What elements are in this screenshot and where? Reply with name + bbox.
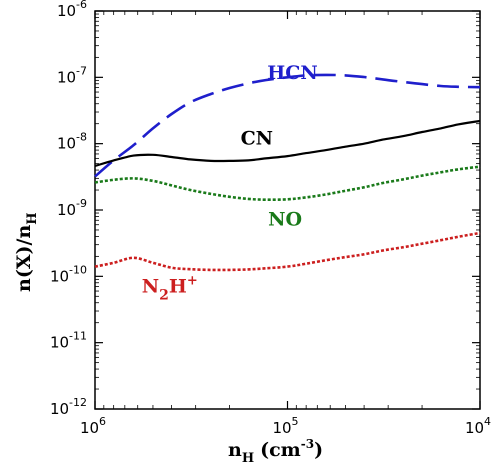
- y-axis-label-base: n(X)/n: [13, 225, 35, 292]
- y-axis-label-sub: H: [25, 212, 40, 224]
- series-label-sub: 2: [159, 288, 169, 304]
- y-tick-label-exp: -9: [76, 197, 87, 210]
- x-tick-label-exp: 5: [292, 415, 299, 428]
- x-axis-label-units: (cm: [260, 439, 301, 461]
- series-line-n2h: [94, 231, 481, 272]
- y-tick-label-base: 10: [50, 267, 69, 285]
- y-tick-label: 10-9: [57, 197, 87, 219]
- y-tick-label-exp: -6: [76, 0, 87, 11]
- series-labels: HCN CN NO N2H+: [142, 62, 318, 304]
- y-tick-label: 10-10: [50, 263, 87, 285]
- series-line-cn: [94, 119, 481, 168]
- y-tick-label-base: 10: [50, 334, 69, 352]
- y-tick-label-exp: -12: [69, 396, 87, 409]
- y-tick-label: 10-11: [50, 330, 87, 352]
- x-tick-label-base: 10: [465, 419, 484, 437]
- series-line-no: [94, 165, 481, 202]
- series-line-hcn: [94, 73, 481, 178]
- x-tick-label-base: 10: [80, 419, 99, 437]
- y-tick-label-exp: -8: [76, 131, 87, 144]
- axis-ticks: [94, 10, 481, 410]
- x-axis-label-units-close: ): [314, 439, 323, 461]
- x-tick-label: 106: [80, 415, 106, 437]
- x-axis-label-base: n: [228, 439, 242, 461]
- series-label-mid: H: [169, 276, 187, 298]
- y-tick-label: 10-8: [57, 131, 87, 153]
- series-label-sup: +: [187, 274, 198, 289]
- series-lines: [94, 73, 481, 272]
- y-tick-label-exp: -7: [76, 64, 87, 77]
- series-label-no: NO: [268, 208, 302, 230]
- series-label-hcn: HCN: [267, 62, 317, 84]
- x-tick-label: 104: [465, 415, 491, 437]
- x-axis-label-sub: H: [242, 451, 254, 466]
- series-label-text: HCN: [267, 62, 317, 84]
- series-label-n2h: N2H+: [142, 274, 198, 304]
- series-label-text: N: [142, 276, 159, 298]
- x-tick-label: 105: [272, 415, 298, 437]
- y-tick-label-exp: -11: [69, 330, 87, 343]
- y-tick-label-base: 10: [57, 68, 76, 86]
- y-tick-label-base: 10: [57, 135, 76, 153]
- y-tick-label: 10-7: [57, 64, 87, 86]
- y-tick-label: 10-12: [50, 396, 87, 418]
- series-label-text: CN: [241, 127, 274, 149]
- x-tick-label-base: 10: [272, 419, 291, 437]
- y-tick-label-exp: -10: [69, 263, 87, 276]
- y-tick-label-base: 10: [57, 201, 76, 219]
- series-label-text: NO: [268, 208, 302, 230]
- y-axis-label: n(X)/nH: [13, 212, 40, 292]
- y-tick-label-base: 10: [50, 400, 69, 418]
- series-label-cn: CN: [241, 127, 274, 149]
- x-tick-label-exp: 4: [484, 415, 491, 428]
- x-axis-label-units-exp: -3: [301, 437, 314, 451]
- x-tick-label-exp: 6: [99, 415, 106, 428]
- y-tick-label-base: 10: [57, 2, 76, 20]
- x-axis-label: nH (cm-3): [228, 437, 323, 466]
- y-tick-label: 10-6: [57, 0, 87, 20]
